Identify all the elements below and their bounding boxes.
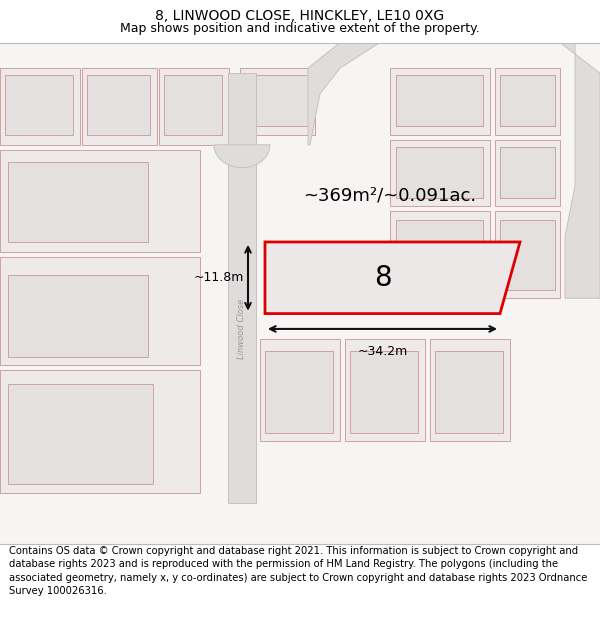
Bar [245,75,308,126]
Bar [500,147,555,198]
Bar [265,351,333,433]
Bar [390,139,490,206]
Polygon shape [265,242,520,314]
Bar [350,351,418,433]
Polygon shape [214,145,270,168]
Bar [5,75,73,134]
Bar [390,211,490,298]
Polygon shape [308,42,380,145]
Bar [0,370,200,493]
Bar [495,211,560,298]
Bar [8,384,153,484]
Text: Contains OS data © Crown copyright and database right 2021. This information is : Contains OS data © Crown copyright and d… [9,546,587,596]
Bar [495,68,560,134]
Bar [8,275,148,356]
Bar [0,150,200,253]
Bar [228,73,256,503]
Bar [8,162,148,242]
Bar [435,351,503,433]
Text: 8: 8 [374,264,391,292]
Bar [164,75,222,134]
Bar [240,68,315,134]
Bar [0,68,80,145]
Bar [87,75,150,134]
Bar [345,339,425,441]
Text: ~11.8m: ~11.8m [194,271,244,284]
Bar [495,139,560,206]
Bar [396,147,483,198]
Bar [396,221,483,290]
Text: ~34.2m: ~34.2m [358,345,407,358]
Bar [396,75,483,126]
Bar [500,75,555,126]
Polygon shape [560,42,600,298]
Bar [430,339,510,441]
Text: ~369m²/~0.091ac.: ~369m²/~0.091ac. [304,187,476,205]
Text: Map shows position and indicative extent of the property.: Map shows position and indicative extent… [120,22,480,35]
Bar [0,258,200,365]
Text: 8, LINWOOD CLOSE, HINCKLEY, LE10 0XG: 8, LINWOOD CLOSE, HINCKLEY, LE10 0XG [155,9,445,22]
Bar [500,221,555,290]
Bar [390,68,490,134]
Bar [82,68,157,145]
Text: Linwood Close: Linwood Close [238,299,247,359]
Bar [159,68,229,145]
Bar [260,339,340,441]
